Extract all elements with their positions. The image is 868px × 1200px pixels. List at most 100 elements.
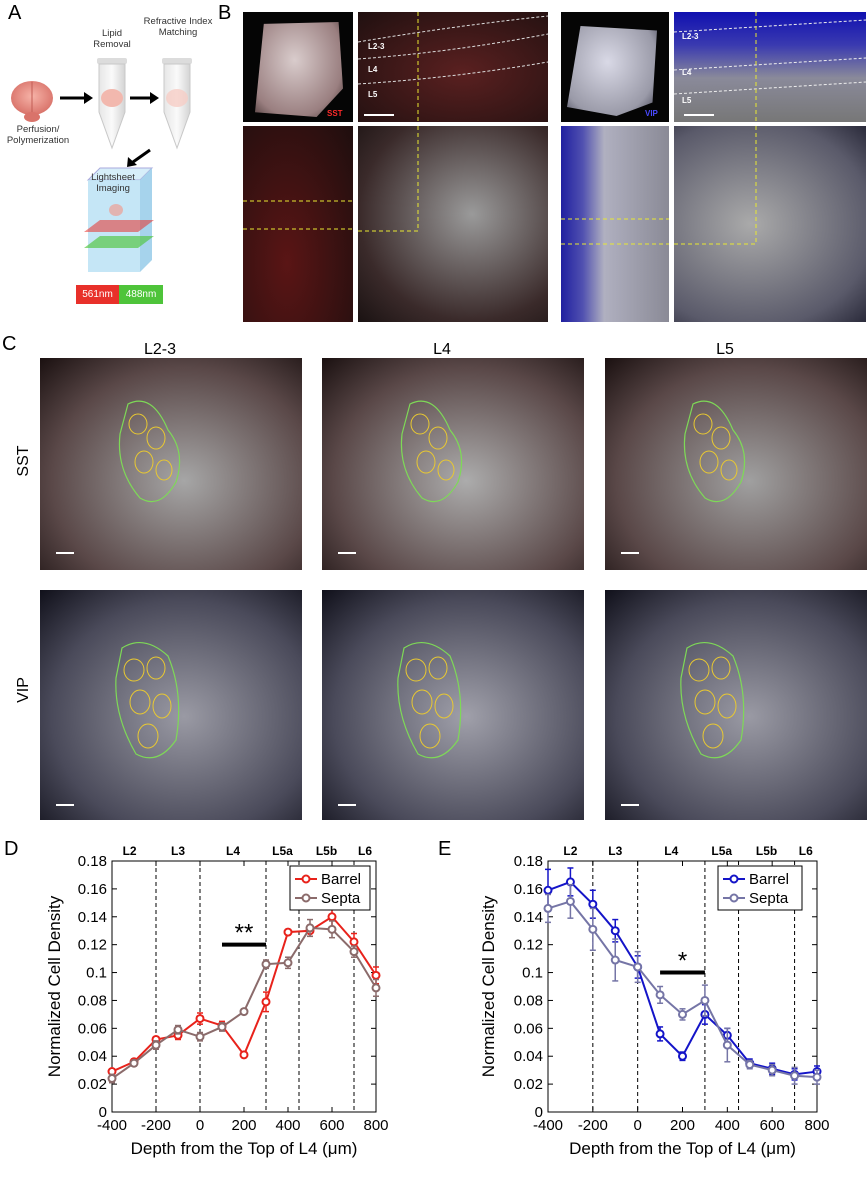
layer-label: L3: [171, 844, 185, 858]
y-tick-label: 0.1: [86, 965, 107, 982]
vip-side-view-image: [561, 126, 669, 322]
y-tick-label: 0.16: [514, 881, 543, 898]
panel-a-workflow: Lipid Removal Refractive Index Matching …: [0, 0, 215, 315]
y-tick-label: 0: [535, 1104, 543, 1121]
data-point: [679, 1053, 686, 1060]
x-tick-label: 800: [363, 1117, 388, 1134]
layer-label: L5a: [272, 844, 293, 858]
legend: Barrel Septa: [290, 866, 370, 910]
tube-index-matching-icon: [162, 58, 192, 148]
legend-swatch-marker: [731, 895, 738, 902]
layer-label: L5a: [711, 844, 732, 858]
y-tick-label: 0.12: [514, 937, 543, 954]
data-point: [351, 948, 358, 955]
column-label-l23: L2-3: [100, 341, 220, 359]
y-tick-label: 0.16: [78, 881, 107, 898]
data-point: [701, 997, 708, 1004]
data-point: [545, 905, 552, 912]
y-tick-label: 0.02: [78, 1076, 107, 1093]
y-tick-label: 0.02: [514, 1076, 543, 1093]
vip-layer-l5-label: L5: [682, 96, 691, 105]
y-tick-label: 0.14: [514, 909, 543, 926]
sst-l5-barrel-image: [605, 358, 867, 570]
y-tick-label: 0.1: [522, 965, 543, 982]
data-point: [131, 1060, 138, 1067]
legend-label: Septa: [321, 890, 361, 907]
legend: Barrel Septa: [718, 866, 802, 910]
data-point: [589, 901, 596, 908]
legend-label: Barrel: [749, 871, 789, 888]
x-tick-label: 200: [231, 1117, 256, 1134]
y-tick-label: 0.18: [78, 853, 107, 870]
y-tick-label: 0.06: [78, 1020, 107, 1037]
x-tick-label: 0: [196, 1117, 204, 1134]
laser-561-swatch: 561nm: [76, 285, 119, 304]
lightsheet-label: Lightsheet Imaging: [89, 172, 137, 194]
data-point: [589, 926, 596, 933]
y-tick-label: 0.08: [514, 992, 543, 1009]
data-point: [612, 957, 619, 964]
layer-label: L5b: [316, 844, 337, 858]
series-line-barrel: [548, 882, 817, 1074]
data-point: [285, 929, 292, 936]
panel-label-b: B: [218, 2, 231, 25]
sst-side-view-image: [243, 126, 353, 322]
column-label-l4: L4: [382, 341, 502, 359]
layer-label: L4: [226, 844, 240, 858]
y-tick-label: 0.08: [78, 992, 107, 1009]
legend-label: Barrel: [321, 871, 361, 888]
significance-stars: *: [678, 948, 687, 975]
lipid-removal-label: Lipid Removal: [88, 28, 136, 50]
x-axis-label: Depth from the Top of L4 (μm): [131, 1139, 358, 1158]
data-point: [109, 1075, 116, 1082]
sst-whole-cortex-image: SST: [243, 12, 353, 122]
data-point: [373, 972, 380, 979]
data-point: [634, 963, 641, 970]
data-point: [724, 1042, 731, 1049]
y-tick-label: 0.14: [78, 909, 107, 926]
sst-layer-l4-label: L4: [368, 65, 377, 74]
data-point: [545, 887, 552, 894]
data-point: [612, 927, 619, 934]
vip-l23-barrel-image: [40, 590, 302, 820]
y-axis-label: Normalized Cell Density: [479, 895, 498, 1077]
data-point: [219, 1023, 226, 1030]
legend-label: Septa: [749, 890, 789, 907]
y-axis-label: Normalized Cell Density: [45, 895, 64, 1077]
data-point: [329, 926, 336, 933]
row-label-sst: SST: [15, 431, 33, 491]
row-label-vip: VIP: [15, 660, 33, 720]
data-point: [241, 1008, 248, 1015]
y-tick-label: 0.04: [514, 1048, 543, 1065]
sst-channel-label: SST: [327, 109, 343, 118]
sst-l4-barrel-image: [322, 358, 584, 570]
y-tick-label: 0.12: [78, 937, 107, 954]
layer-label: L2: [563, 844, 577, 858]
significance-stars: **: [235, 920, 254, 947]
data-point: [241, 1051, 248, 1058]
vip-layer-l4-label: L4: [682, 68, 691, 77]
data-point: [814, 1074, 821, 1081]
laser-488-swatch: 488nm: [119, 285, 163, 304]
x-tick-label: 600: [760, 1117, 785, 1134]
sst-tangential-view-image: [358, 126, 548, 322]
column-label-l5: L5: [665, 341, 785, 359]
data-point: [769, 1067, 776, 1074]
data-point: [263, 998, 270, 1005]
vip-whole-cortex-image: VIP: [561, 12, 669, 122]
data-point: [263, 961, 270, 968]
y-tick-label: 0.04: [78, 1048, 107, 1065]
x-axis-label: Depth from the Top of L4 (μm): [569, 1139, 796, 1158]
vip-l4-barrel-image: [322, 590, 584, 820]
x-tick-label: 0: [633, 1117, 641, 1134]
layer-label: L6: [358, 844, 372, 858]
y-tick-label: 0.18: [514, 853, 543, 870]
y-tick-label: 0: [99, 1104, 107, 1121]
data-point: [373, 984, 380, 991]
vip-tangential-view-image: [674, 126, 866, 322]
data-point: [567, 898, 574, 905]
data-point: [657, 991, 664, 998]
layer-label: L4: [664, 844, 678, 858]
legend-swatch-marker: [303, 895, 310, 902]
data-point: [307, 924, 314, 931]
